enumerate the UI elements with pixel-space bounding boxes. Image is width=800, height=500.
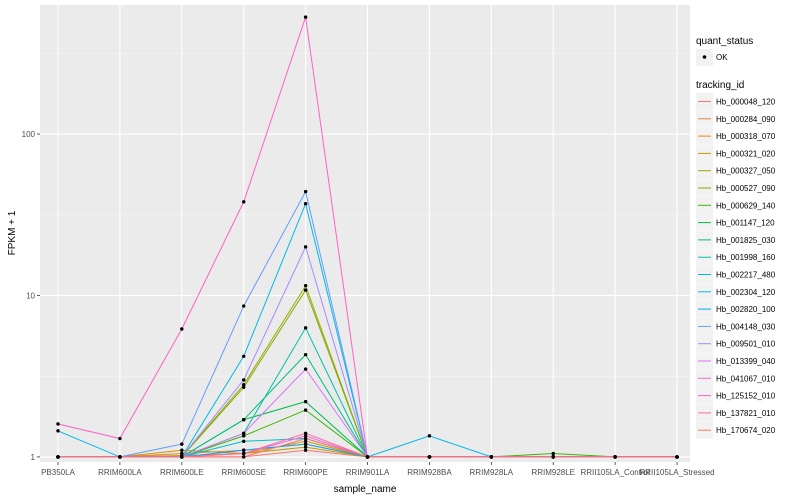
data-point <box>180 442 184 446</box>
data-point <box>180 327 184 331</box>
legend-series-label: Hb_125152_010 <box>716 392 776 401</box>
y-tick-label: 100 <box>22 130 36 139</box>
x-tick-label: RRIM600PE <box>283 468 327 477</box>
grid-minor <box>40 53 690 377</box>
data-point <box>303 431 308 436</box>
legend: quant_status OK tracking_id Hb_000048_12… <box>696 36 776 439</box>
data-point <box>551 455 555 459</box>
x-tick-label: RRII105LA_Control <box>580 468 650 477</box>
data-point <box>242 383 246 387</box>
data-point <box>303 245 308 249</box>
legend-point-key <box>702 55 707 59</box>
data-point <box>242 304 246 308</box>
data-point <box>242 434 246 438</box>
legend-series-label: Hb_000527_090 <box>716 184 776 193</box>
data-point <box>56 455 60 459</box>
data-point <box>242 418 246 422</box>
legend-series-label: Hb_001825_030 <box>716 236 776 245</box>
legend-series-label: Hb_002304_120 <box>716 288 776 297</box>
legend-tracking-id: Hb_000048_120 Hb_000284_090 Hb_000318_070 H… <box>696 93 776 439</box>
data-point <box>242 455 246 459</box>
plot-panel <box>40 5 690 462</box>
legend-series-label: Hb_001147_120 <box>716 219 775 228</box>
data-point <box>242 431 246 436</box>
data-point <box>118 455 122 459</box>
data-point <box>303 436 308 441</box>
data-point <box>118 436 122 441</box>
data-point <box>551 451 555 456</box>
data-point <box>675 455 679 459</box>
data-point <box>365 455 370 459</box>
data-point <box>489 455 494 459</box>
data-point <box>303 408 308 412</box>
data-point <box>303 448 308 452</box>
legend-series-label: Hb_002820_100 <box>716 305 776 314</box>
data-point <box>242 378 246 382</box>
data-point <box>303 399 308 404</box>
x-tick-label: PB350LA <box>41 468 75 477</box>
data-point <box>303 442 308 446</box>
data-point <box>303 15 308 19</box>
legend-quant-status: OK <box>696 49 728 66</box>
x-tick-label: RRIM600LA <box>98 468 142 477</box>
legend-series-label: Hb_041067_010 <box>716 374 776 383</box>
legend-series-label: Hb_137821_010 <box>716 409 776 418</box>
legend-quant-status-title: quant_status <box>696 36 753 47</box>
y-axis-title: FPKM + 1 <box>7 210 18 255</box>
legend-series-label: Hb_001998_160 <box>716 253 776 262</box>
legend-series-label: Hb_000048_120 <box>716 98 776 107</box>
legend-series-label: Hb_000284_090 <box>716 115 776 124</box>
y-tick-label: 10 <box>26 291 35 300</box>
data-point <box>427 434 432 438</box>
data-point <box>242 385 246 389</box>
x-axis-title: sample_name <box>334 484 397 495</box>
x-tick-label: RRIM600LE <box>160 468 204 477</box>
data-point <box>242 200 246 204</box>
legend-series-label: Hb_004148_030 <box>716 322 776 331</box>
legend-series-label: Hb_009501_010 <box>716 340 776 349</box>
legend-series-label: Hb_170674_020 <box>716 426 776 435</box>
data-point <box>303 283 308 288</box>
x-tick-label: RRIM928LE <box>531 468 575 477</box>
legend-series-label: Hb_000327_050 <box>716 167 776 176</box>
y-axis: 1 10 100 <box>22 130 40 462</box>
data-point <box>242 439 246 443</box>
series-points <box>56 15 679 459</box>
data-point <box>180 448 184 452</box>
x-tick-label: RRIM901LA <box>346 468 390 477</box>
data-point <box>303 445 308 449</box>
x-tick-label: RRIM928BA <box>407 468 452 477</box>
data-point <box>613 455 617 459</box>
x-tick-label: RRIM600SE <box>221 468 265 477</box>
legend-series-label: Hb_013399_040 <box>716 357 776 366</box>
grid-major <box>40 5 690 462</box>
data-point <box>303 202 308 206</box>
legend-series-label: Hb_000629_140 <box>716 201 776 210</box>
data-point <box>242 451 246 456</box>
data-point <box>242 448 246 452</box>
data-point <box>427 455 432 459</box>
data-point <box>303 352 308 357</box>
data-point <box>303 439 308 443</box>
data-point <box>303 326 308 330</box>
legend-point-label: OK <box>716 53 728 62</box>
data-point <box>242 354 246 358</box>
y-tick-label: 1 <box>31 453 36 462</box>
data-point <box>56 429 60 433</box>
x-tick-label: RRIM928LA <box>470 468 514 477</box>
data-point <box>303 367 308 371</box>
data-point <box>56 422 60 426</box>
legend-tracking-id-title: tracking_id <box>696 80 744 91</box>
legend-series-label: Hb_000321_020 <box>716 149 776 158</box>
x-axis: PB350LA RRIM600LA RRIM600LE RRIM600SE RRIM60… <box>41 462 715 477</box>
data-point <box>180 455 184 459</box>
x-tick-label: RRII105LA_Stressed <box>639 468 714 477</box>
legend-series-label: Hb_002217_480 <box>716 271 776 280</box>
data-point <box>303 434 308 438</box>
data-point <box>303 189 308 194</box>
legend-series-label: Hb_000318_070 <box>716 132 776 141</box>
data-point <box>303 288 308 292</box>
